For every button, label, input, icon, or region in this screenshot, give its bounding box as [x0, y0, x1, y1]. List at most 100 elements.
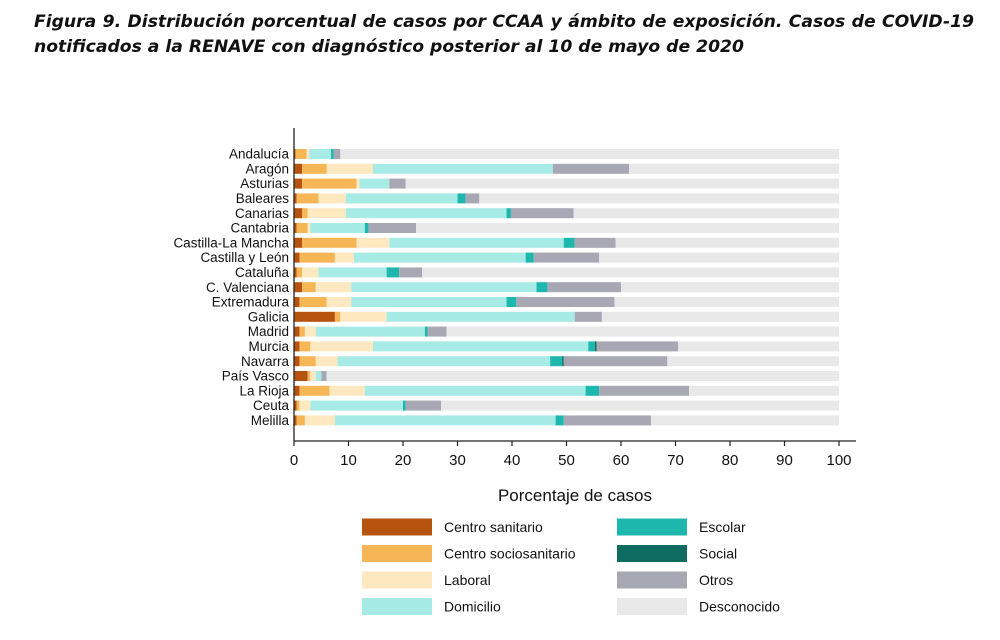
bar-segment: [585, 385, 600, 396]
category-label: Galicia: [248, 309, 290, 324]
bar-segment: [334, 415, 556, 426]
bar-segment: [427, 326, 447, 337]
legend-label: Laboral: [444, 572, 491, 588]
legend-label: Desconocido: [699, 599, 780, 615]
bar-segment: [326, 163, 374, 174]
x-axis: 0 10 20 30 40 50 60 70 80 90 100: [290, 440, 856, 469]
bar-segment: [422, 267, 839, 278]
bar-segment: [315, 356, 338, 367]
legend-label: Social: [699, 546, 737, 562]
bar-segment: [574, 311, 602, 322]
legend-swatch: [362, 518, 432, 536]
bar-segment: [479, 193, 839, 204]
legend-swatch: [617, 518, 687, 536]
bar-segment: [294, 297, 300, 307]
x-tick-label: 80: [722, 452, 739, 469]
bar-segment: [416, 223, 839, 233]
category-label: Melilla: [251, 413, 290, 428]
legend-label: Centro sanitario: [444, 519, 543, 535]
bar-segment: [510, 208, 574, 219]
bar-segment: [310, 371, 316, 381]
bar-segment: [337, 356, 551, 367]
figure-caption: Figura 9. Distribución porcentual de cas…: [34, 12, 974, 57]
bar-segment: [326, 297, 352, 307]
bar-segment: [296, 400, 300, 411]
bar-segment: [405, 178, 839, 189]
bar-segment: [294, 311, 335, 322]
bar-segment: [294, 267, 297, 278]
bar-segment: [294, 326, 300, 337]
bar-segment: [340, 149, 839, 159]
category-label: Castilla y León: [200, 250, 289, 265]
bar-segment: [294, 208, 303, 219]
bar-segment: [296, 415, 305, 426]
legend-label: Escolar: [699, 519, 746, 535]
bar-segment: [296, 193, 319, 204]
bar-segment: [315, 371, 322, 381]
bar-segment: [345, 208, 507, 219]
bar-segment: [294, 356, 300, 367]
x-tick-label: 10: [340, 452, 357, 469]
bar-segment: [364, 223, 369, 233]
bar-segment: [294, 385, 300, 396]
bar-segment: [563, 415, 651, 426]
bar-segment: [329, 385, 365, 396]
bar-segment: [294, 400, 297, 411]
bar-segment: [294, 193, 297, 204]
y-axis: AndalucíaAragónAsturiasBalearesCanariasC…: [173, 128, 295, 441]
bar-segment: [294, 178, 303, 189]
bar-segment: [424, 326, 428, 337]
bar-segment: [386, 311, 575, 322]
category-label: Canarias: [235, 206, 289, 221]
bar-segment: [403, 400, 406, 411]
bar-segment: [373, 163, 553, 174]
bar-segment: [550, 356, 563, 367]
bar-segment: [296, 223, 308, 233]
legend-swatch: [362, 571, 432, 589]
bar-segment: [373, 341, 589, 352]
bar-segment: [340, 311, 387, 322]
category-label: La Rioja: [239, 383, 289, 398]
category-label: Baleares: [236, 191, 290, 206]
x-tick-label: 70: [667, 452, 684, 469]
bar-segment: [536, 282, 548, 293]
legend-label: Centro sociosanitario: [444, 546, 576, 562]
bar-segment: [345, 193, 458, 204]
bar-segment: [356, 237, 390, 248]
bar-segment: [306, 149, 310, 159]
bar-segment: [294, 282, 303, 293]
bar-segment: [441, 400, 839, 411]
bar-segment: [389, 237, 564, 248]
x-tick-label: 0: [290, 452, 298, 469]
bar-segment: [389, 178, 406, 189]
bar-segment: [321, 371, 327, 381]
bar-segment: [601, 311, 839, 322]
bar-segment: [310, 400, 403, 411]
bar-segment: [294, 341, 300, 352]
bar-segment: [294, 223, 297, 233]
bar-segment: [547, 282, 621, 293]
legend: Centro sanitario Centro sociosanitario Lab…: [362, 518, 780, 615]
bar-segment: [351, 297, 507, 307]
bar-segment: [309, 149, 332, 159]
bar-segment: [555, 415, 564, 426]
bar-segment: [315, 282, 352, 293]
bar-segment: [678, 341, 839, 352]
category-label: País Vasco: [222, 369, 289, 384]
category-label: Aragón: [245, 161, 289, 176]
bar-segment: [302, 282, 316, 293]
bar-segment: [525, 252, 534, 263]
bar-segment: [299, 252, 335, 263]
bar-segment: [599, 252, 839, 263]
category-label: Cataluña: [235, 265, 290, 280]
bar-segment: [310, 223, 365, 233]
bar-segment: [307, 208, 346, 219]
bar-segment: [304, 415, 335, 426]
bar-segment: [405, 400, 442, 411]
legend-label: Otros: [699, 572, 733, 588]
bar-segment: [334, 252, 354, 263]
bar-segment: [299, 297, 327, 307]
bar-segment: [650, 415, 839, 426]
bar-segment: [399, 267, 423, 278]
bar-segment: [307, 223, 311, 233]
